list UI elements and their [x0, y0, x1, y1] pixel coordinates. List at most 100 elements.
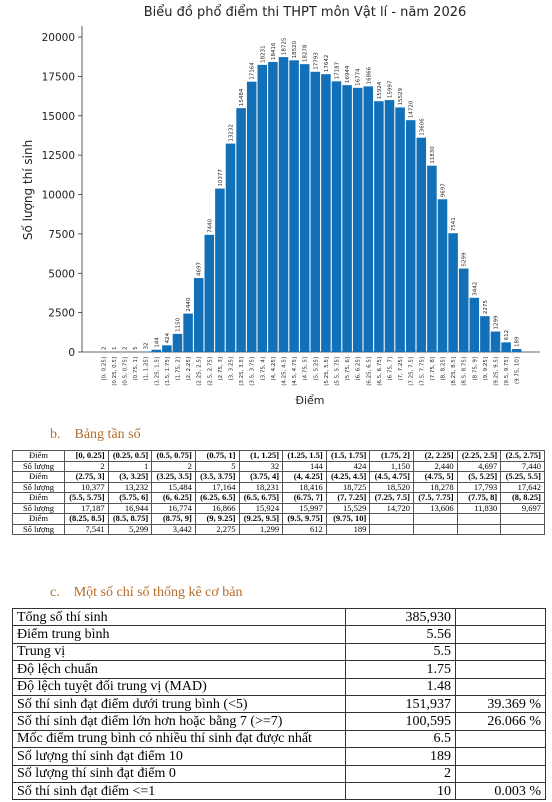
- bar: [140, 351, 151, 352]
- empty-cell: [500, 513, 545, 525]
- bar: [236, 108, 246, 353]
- table-cell: (3.75, 4]: [238, 471, 284, 483]
- stats-table: Tổng số thí sinh 385,930 Điểm trung bình 5.…: [12, 607, 546, 801]
- bar: [480, 316, 490, 352]
- bar: [416, 137, 427, 352]
- data-label: 3442: [472, 282, 478, 296]
- data-label: 18278: [303, 44, 309, 62]
- stat-name: Số lượng thí sinh đạt điểm 0: [12, 764, 346, 783]
- bar: [448, 233, 458, 352]
- table-cell: (0.5, 0.75]: [151, 450, 196, 462]
- table-cell: 2,440: [413, 460, 458, 472]
- bar: [511, 349, 522, 352]
- x-tick-label: (1.75, 2]: [176, 357, 182, 381]
- table-cell: 18,725: [325, 481, 371, 493]
- table-cell: (6, 6.25]: [151, 492, 196, 504]
- x-tick-label: (0.5, 0.75]: [123, 357, 129, 386]
- x-tick-label: (4, 4.25]: [271, 357, 277, 381]
- x-tick-label: (5.25, 5.5]: [324, 357, 330, 386]
- table-row: Điểm (2.75, 3] (3, 3.25] (3.25, 3.5] (3.5, 3…: [12, 471, 545, 483]
- table-row: Độ lệch tuyệt đối trung vị (MAD) 1.48: [12, 677, 546, 696]
- table-cell: 18,416: [282, 481, 327, 493]
- empty-cell: [413, 523, 458, 535]
- y-tick-label: 10000: [42, 190, 75, 202]
- data-label: 13232: [229, 124, 235, 142]
- bar: [183, 313, 193, 352]
- x-tick-label: (1.5, 1.75]: [165, 357, 171, 386]
- x-tick-label: (4.5, 4.75]: [292, 357, 298, 386]
- y-tick-label: 2500: [48, 308, 75, 320]
- row-label: Số lượng: [12, 481, 65, 493]
- table-cell: 9,697: [500, 502, 545, 514]
- table-row: Số lượng thí sinh đạt điểm 10 189: [12, 747, 546, 766]
- table-cell: 15,529: [325, 502, 371, 514]
- data-label: 17642: [324, 55, 330, 73]
- chart: Biểu đồ phổ điểm thi THPT môn Vật lí - n…: [21, 5, 540, 407]
- empty-cell: [456, 523, 502, 535]
- empty-cell: [455, 607, 546, 627]
- row-label: Số lượng: [12, 502, 65, 514]
- table-cell: 2: [151, 460, 196, 472]
- table-cell: 17,164: [194, 481, 240, 493]
- x-tick-label: (8.25, 8.5]: [451, 357, 457, 386]
- table-cell: (9, 9.25]: [194, 513, 240, 525]
- data-label: 2275: [483, 300, 489, 314]
- data-label: 2440: [186, 297, 192, 311]
- empty-cell: [500, 523, 545, 535]
- x-tick-label: (7.75, 8]: [430, 357, 436, 381]
- bar: [490, 331, 501, 352]
- freq-heading: b. Bảng tần số: [50, 427, 141, 443]
- table-row: Số lượng 17,187 16,944 16,774 16,866 15,924 15…: [12, 502, 545, 514]
- bar: [204, 234, 215, 352]
- bar: [278, 57, 289, 352]
- data-label: 612: [504, 330, 510, 341]
- stat-value: 1.48: [345, 677, 456, 696]
- table-cell: (6.25, 6.5]: [194, 492, 240, 504]
- table-cell: (8.5, 8.75]: [107, 513, 153, 525]
- table-row: Số thí sinh đạt điểm lớn hơn hoặc bằng 7…: [12, 712, 546, 731]
- table-cell: 15,924: [238, 502, 284, 514]
- table-cell: 16,944: [107, 502, 153, 514]
- data-label: 11830: [430, 146, 436, 164]
- table-cell: (7.75, 8]: [456, 492, 502, 504]
- x-tick-label: (1.25, 1.5]: [154, 357, 160, 386]
- table-cell: (5.5, 5.75]: [64, 492, 109, 504]
- data-label: 2: [123, 346, 129, 350]
- table-cell: 5,299: [107, 523, 153, 535]
- x-tick-label: (3.25, 3.5]: [239, 357, 245, 386]
- bar: [310, 71, 321, 352]
- table-cell: (1.25, 1.5]: [282, 450, 327, 462]
- data-label: 16866: [366, 66, 372, 84]
- table-row: Tổng số thí sinh 385,930: [12, 607, 546, 627]
- table-cell: (4.75, 5]: [413, 471, 458, 483]
- data-label: 17187: [335, 61, 341, 79]
- table-cell: 11,830: [456, 502, 502, 514]
- stat-value: 189: [345, 747, 456, 766]
- bar: [405, 120, 416, 352]
- table-row: Độ lệch chuẩn 1.75: [12, 660, 546, 679]
- table-cell: 5: [194, 460, 240, 472]
- y-tick-label: 0: [68, 347, 75, 359]
- table-cell: (0.75, 1]: [194, 450, 240, 462]
- row-label: Điểm: [12, 513, 65, 525]
- x-tick-label: (5.75, 6]: [345, 357, 351, 381]
- x-tick-label: (7.25, 7.5]: [409, 357, 415, 386]
- x-tick-label: (6.5, 6.75]: [377, 357, 383, 386]
- table-cell: (3.25, 3.5]: [151, 471, 196, 483]
- table-cell: 10,377: [64, 481, 109, 493]
- table-cell: (1, 1.25]: [238, 450, 284, 462]
- table-cell: 13,232: [107, 481, 153, 493]
- table-cell: 15,997: [282, 502, 327, 514]
- table-cell: 612: [282, 523, 327, 535]
- table-cell: (2.5, 2.75]: [500, 450, 545, 462]
- x-tick-label: (9.25, 9.5]: [494, 357, 500, 386]
- data-label: 189: [515, 336, 521, 347]
- stat-name: Điểm trung bình: [12, 625, 346, 644]
- table-cell: (2.25, 2.5]: [456, 450, 502, 462]
- table-cell: 2: [64, 460, 109, 472]
- bar: [321, 74, 331, 353]
- bar: [384, 100, 395, 353]
- stat-value: 6.5: [345, 729, 456, 749]
- table-cell: (5.75, 6]: [107, 492, 153, 504]
- x-axis-label: Điểm: [295, 394, 324, 407]
